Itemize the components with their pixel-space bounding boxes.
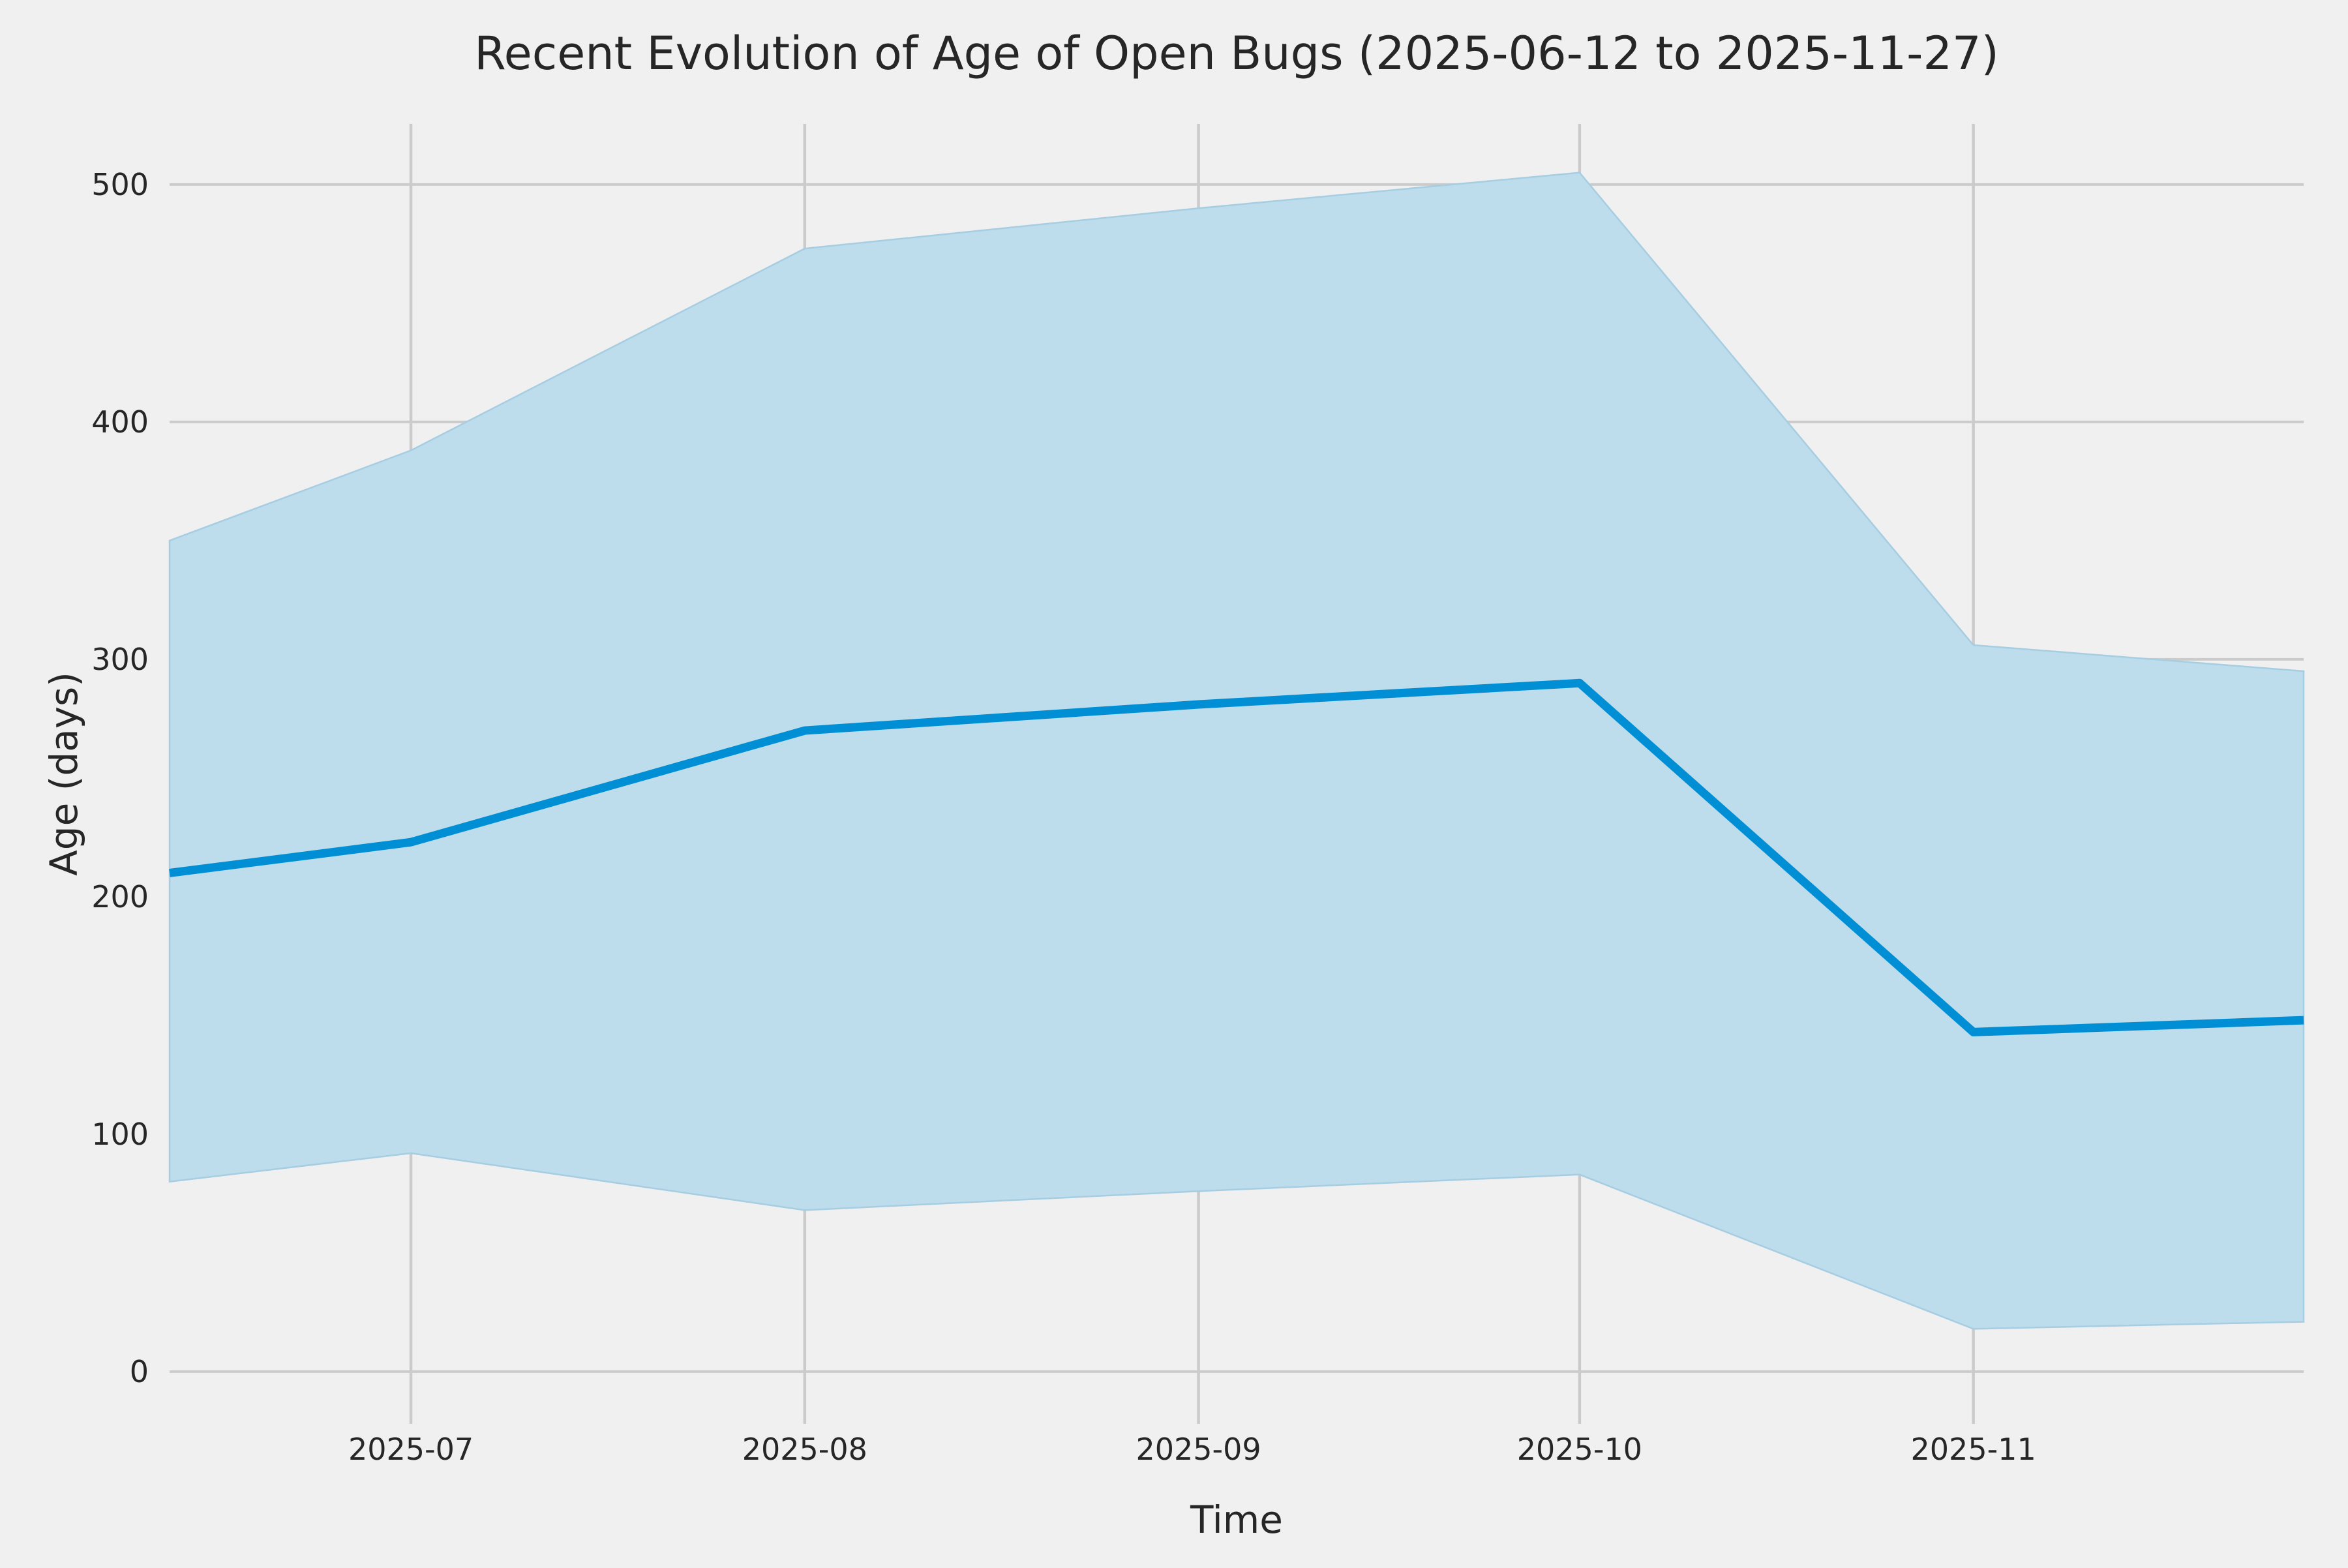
y-tick-label-500: 500 xyxy=(91,167,149,202)
x-tick-label-2025-07: 2025-07 xyxy=(348,1432,474,1467)
y-tick-label-300: 300 xyxy=(91,642,149,677)
y-tick-label-200: 200 xyxy=(91,879,149,914)
chart-title: Recent Evolution of Age of Open Bugs (20… xyxy=(474,27,1999,80)
x-tick-label-2025-10: 2025-10 xyxy=(1517,1432,1642,1467)
x-tick-label-2025-09: 2025-09 xyxy=(1136,1432,1261,1467)
y-tick-label-100: 100 xyxy=(91,1117,149,1152)
x-tick-label-2025-11: 2025-11 xyxy=(1911,1432,2036,1467)
median-age-line xyxy=(169,678,2304,1036)
tick-layer: 0 100 200 300 400 500 2025-07 2025-08 2025-09 202… xyxy=(91,167,2036,1467)
data-layer xyxy=(168,172,2305,1330)
x-tick-label-2025-08: 2025-08 xyxy=(742,1432,867,1467)
y-axis-label: Age (days) xyxy=(42,672,86,876)
x-axis-label: Time xyxy=(1190,1498,1283,1542)
y-tick-label-0: 0 xyxy=(130,1354,149,1389)
age-range-band xyxy=(168,172,2305,1330)
y-tick-label-400: 400 xyxy=(91,404,149,440)
